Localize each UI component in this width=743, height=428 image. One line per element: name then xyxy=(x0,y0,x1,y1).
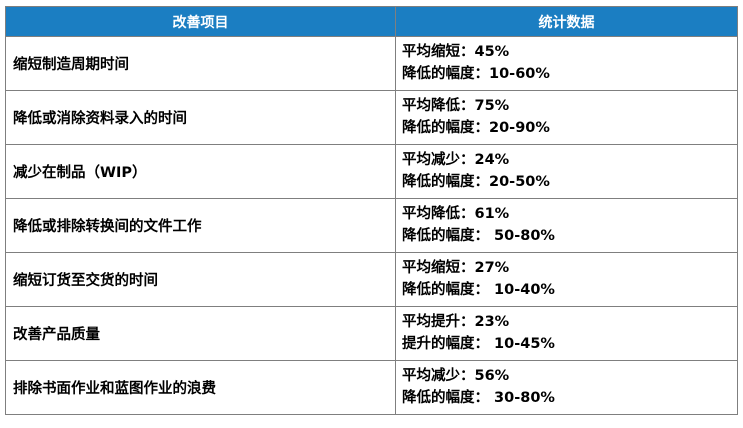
table-row: 减少在制品（WIP） 平均减少：24% 降低的幅度：20-50% xyxy=(5,143,738,199)
statistics-cell: 平均减少：56% 降低的幅度： 30-80% xyxy=(395,359,738,415)
table-row: 排除书面作业和蓝图作业的浪费 平均减少：56% 降低的幅度： 30-80% xyxy=(5,359,738,415)
statistics-cell: 平均减少：24% 降低的幅度：20-50% xyxy=(395,143,738,199)
stat-line-1: 平均降低：61% xyxy=(402,205,510,222)
table-row: 改善产品质量 平均提升：23% 提升的幅度： 10-45% xyxy=(5,305,738,361)
table-row: 降低或排除转换间的文件工作 平均降低：61% 降低的幅度： 50-80% xyxy=(5,197,738,253)
improvement-item-cell: 排除书面作业和蓝图作业的浪费 xyxy=(5,359,396,415)
stat-line-2: 降低的幅度： 30-80% xyxy=(402,390,555,407)
stat-line-1: 平均降低：75% xyxy=(402,97,510,114)
header-statistics: 统计数据 xyxy=(395,6,738,37)
stat-line-1: 平均减少：56% xyxy=(402,367,510,384)
statistics-cell: 平均缩短：27% 降低的幅度： 10-40% xyxy=(395,251,738,307)
improvement-statistics-table: 改善项目 统计数据 缩短制造周期时间 平均缩短：45% 降低的幅度：10-60%… xyxy=(5,6,738,415)
statistics-cell: 平均缩短：45% 降低的幅度：10-60% xyxy=(395,36,738,91)
table-row: 降低或消除资料录入的时间 平均降低：75% 降低的幅度：20-90% xyxy=(5,89,738,145)
stat-line-1: 平均缩短：27% xyxy=(402,259,510,276)
statistics-cell: 平均提升：23% 提升的幅度： 10-45% xyxy=(395,305,738,361)
stat-line-1: 平均提升：23% xyxy=(402,313,510,330)
table-row: 缩短订货至交货的时间 平均缩短：27% 降低的幅度： 10-40% xyxy=(5,251,738,307)
stat-line-2: 提升的幅度： 10-45% xyxy=(402,336,555,353)
header-improvement-items: 改善项目 xyxy=(5,6,396,37)
improvement-item-cell: 减少在制品（WIP） xyxy=(5,143,396,199)
improvement-item-cell: 改善产品质量 xyxy=(5,305,396,361)
stat-line-2: 降低的幅度：10-60% xyxy=(402,66,550,83)
statistics-cell: 平均降低：75% 降低的幅度：20-90% xyxy=(395,89,738,145)
stat-line-2: 降低的幅度：20-90% xyxy=(402,120,550,137)
stat-line-1: 平均减少：24% xyxy=(402,151,510,168)
statistics-cell: 平均降低：61% 降低的幅度： 50-80% xyxy=(395,197,738,253)
stat-line-2: 降低的幅度： 50-80% xyxy=(402,228,555,245)
stat-line-2: 降低的幅度： 10-40% xyxy=(402,282,555,299)
improvement-item-cell: 降低或消除资料录入的时间 xyxy=(5,89,396,145)
table-row: 缩短制造周期时间 平均缩短：45% 降低的幅度：10-60% xyxy=(5,36,738,91)
stat-line-2: 降低的幅度：20-50% xyxy=(402,174,550,191)
improvement-item-cell: 降低或排除转换间的文件工作 xyxy=(5,197,396,253)
table-header-row: 改善项目 统计数据 xyxy=(5,6,738,37)
improvement-item-cell: 缩短订货至交货的时间 xyxy=(5,251,396,307)
improvement-item-cell: 缩短制造周期时间 xyxy=(5,36,396,91)
stat-line-1: 平均缩短：45% xyxy=(402,44,510,60)
